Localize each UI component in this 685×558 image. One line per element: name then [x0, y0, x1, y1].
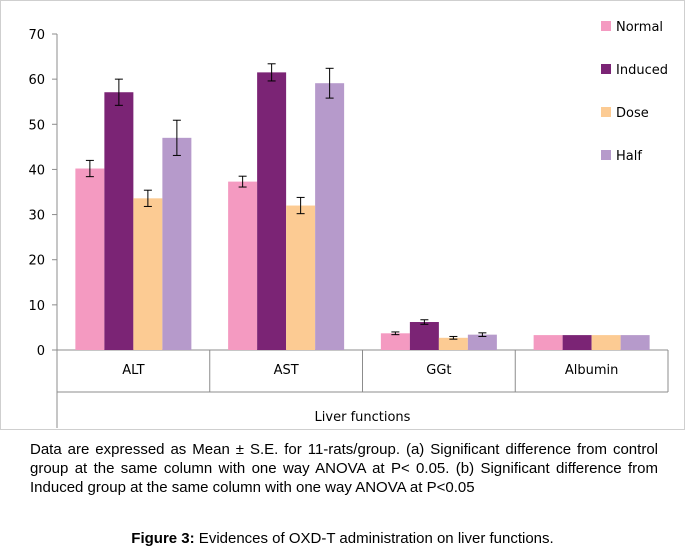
figure-text: Evidences of OXD-T administration on liv… [194, 530, 554, 547]
bar-normal-albumin [533, 335, 563, 350]
legend-swatch-induced [601, 64, 611, 74]
figure-label: Figure 3: [131, 530, 195, 547]
legend-label-induced: Induced [616, 63, 668, 78]
x-axis-title: Liver functions [315, 410, 411, 425]
bar-chart: 0 10 20 30 40 50 60 70 ALT AST GGt Albumin Liver fun… [0, 0, 685, 430]
legend-swatch-half [601, 150, 611, 160]
x-category-label-ast: AST [274, 363, 299, 378]
bar-normal-ggt [380, 333, 410, 350]
x-category-label-ggt: GGt [426, 363, 451, 378]
bar-half-albumin [620, 335, 650, 350]
bar-normal-ast [228, 181, 258, 350]
legend-label-dose: Dose [616, 106, 649, 121]
y-tick-label-50: 50 [28, 118, 45, 133]
bar-dose-albumin [591, 335, 621, 350]
legend-swatch-dose [601, 107, 611, 117]
x-category-label-alt: ALT [122, 363, 144, 378]
bar-induced-alt [104, 92, 134, 350]
bar-normal-alt [75, 168, 105, 350]
bar-induced-ggt [409, 322, 439, 350]
y-tick-label-70: 70 [28, 28, 45, 43]
x-category-label-albumin: Albumin [565, 363, 619, 378]
y-tick-label-40: 40 [28, 163, 45, 178]
y-tick-label-30: 30 [28, 209, 45, 224]
y-tick-label-0: 0 [37, 344, 45, 359]
chart-frame: 0 10 20 30 40 50 60 70 ALT AST GGt Albumin Liver fun… [0, 0, 685, 430]
bar-induced-albumin [562, 335, 592, 350]
bar-induced-ast [257, 72, 287, 350]
y-tick-label-20: 20 [28, 254, 45, 269]
y-tick-label-10: 10 [28, 299, 45, 314]
legend-label-half: Half [616, 149, 642, 164]
bar-dose-ast [286, 205, 316, 350]
bar-half-ast [315, 83, 345, 350]
legend-label-normal: Normal [616, 20, 663, 35]
legend-swatch-normal [601, 21, 611, 31]
bar-dose-ggt [438, 337, 468, 350]
y-tick-label-60: 60 [28, 73, 45, 88]
figure-caption: Figure 3: Evidences of OXD-T administrat… [0, 530, 685, 547]
bar-dose-alt [133, 198, 163, 350]
bar-half-ggt [467, 334, 497, 350]
caption-note: Data are expressed as Mean ± S.E. for 11… [30, 441, 658, 496]
bar-half-alt [162, 137, 192, 350]
